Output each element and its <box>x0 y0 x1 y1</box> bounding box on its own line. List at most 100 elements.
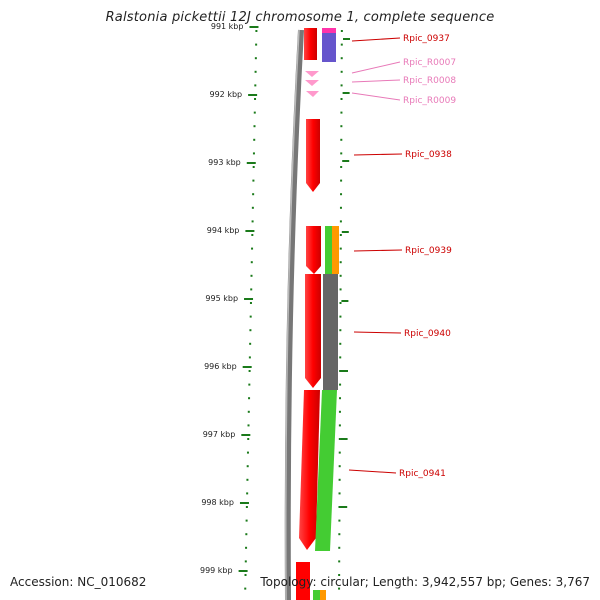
cog-bar-purple <box>322 33 336 62</box>
gene-label[interactable]: Rpic_0938 <box>405 150 452 160</box>
right-minor-tick <box>338 519 341 522</box>
ruler-minor-tick <box>253 111 256 114</box>
ruler-major-tick <box>239 502 249 504</box>
ruler-dots <box>244 30 258 590</box>
right-minor-tick <box>339 302 342 304</box>
ruler-major-tick <box>242 366 252 368</box>
ruler-ticks: 991 kbp 992 kbp 993 kbp 994 kbp 995 kbp 996 k… <box>200 22 259 575</box>
ruler-minor-tick <box>252 193 255 196</box>
gene-label[interactable]: Rpic_R0008 <box>403 76 456 86</box>
gene-label[interactable]: Rpic_R0009 <box>403 96 456 106</box>
cog-bar-magenta <box>322 28 336 34</box>
right-major-tick <box>341 370 348 372</box>
right-minor-tick <box>339 315 342 318</box>
ruler-minor-tick <box>249 315 252 318</box>
rna-feature-r0009[interactable] <box>306 91 319 97</box>
ruler-minor-tick <box>248 356 251 359</box>
ruler-minor-tick <box>248 383 251 386</box>
ruler-minor-tick <box>251 206 254 209</box>
gene-label[interactable]: Rpic_0941 <box>399 469 446 479</box>
ruler-minor-tick <box>250 288 253 291</box>
right-minor-tick <box>339 261 342 264</box>
ruler-minor-tick <box>248 370 251 372</box>
rna-feature-r0008[interactable] <box>305 80 319 86</box>
right-minor-tick <box>340 84 343 87</box>
gene-label[interactable]: Rpic_R0007 <box>403 58 456 68</box>
rna-feature-r0007[interactable] <box>305 71 319 77</box>
ruler-tick-label: 995 kbp <box>205 294 238 303</box>
gene-leader-line <box>351 92 401 101</box>
ruler-tick-label: 996 kbp <box>204 362 237 371</box>
gene-feature-rpic-0940[interactable] <box>305 274 321 388</box>
ruler-minor-tick <box>254 84 257 87</box>
ruler-minor-tick <box>249 329 252 332</box>
ruler-major-tick <box>244 298 254 300</box>
right-minor-tick <box>340 138 343 141</box>
ruler-minor-tick <box>250 274 253 277</box>
right-minor-tick <box>340 98 343 100</box>
right-minor-tick <box>338 506 341 508</box>
right-minor-tick <box>338 451 341 454</box>
right-major-tick <box>341 300 349 302</box>
ruler-tick-label: 997 kbp <box>203 430 236 439</box>
right-ticks <box>338 30 350 590</box>
ruler-minor-tick <box>252 152 255 155</box>
gene-label[interactable]: Rpic_0939 <box>405 246 452 256</box>
ruler-minor-tick <box>248 397 251 400</box>
right-minor-tick <box>340 30 343 32</box>
right-minor-tick <box>340 166 343 168</box>
right-minor-tick <box>339 274 342 277</box>
right-major-tick <box>342 160 350 162</box>
gene-feature-rpic-0938[interactable] <box>306 119 320 192</box>
right-minor-tick <box>340 70 343 73</box>
right-major-tick <box>340 438 348 440</box>
right-minor-tick <box>338 465 341 468</box>
ruler-minor-tick <box>255 30 258 32</box>
ruler-minor-tick <box>244 587 247 590</box>
map-title: Ralstonia pickettii 12J chromosome 1, co… <box>105 10 495 25</box>
topology-summary: Topology: circular; Length: 3,942,557 bp… <box>260 575 590 589</box>
ruler-tick-label: 998 kbp <box>201 498 234 507</box>
gene-label[interactable]: Rpic_0940 <box>404 329 451 339</box>
ruler-minor-tick <box>246 492 249 495</box>
gene-leader-line <box>351 37 401 42</box>
right-major-tick <box>342 92 350 94</box>
ruler-minor-tick <box>253 125 256 128</box>
right-minor-tick <box>338 587 341 590</box>
right-minor-tick <box>340 152 343 155</box>
ruler-minor-tick <box>247 438 250 440</box>
ruler-minor-tick <box>251 220 254 223</box>
right-minor-tick <box>339 247 342 250</box>
ruler-major-tick <box>246 162 256 164</box>
cog-bar-gray-0940 <box>323 274 338 390</box>
gene-leader-line <box>353 331 402 334</box>
ruler-tick-label: 991 kbp <box>211 22 244 31</box>
ruler-minor-tick <box>252 166 255 168</box>
gene-feature-rpic-0939[interactable] <box>306 226 321 274</box>
ruler-minor-tick <box>246 478 249 481</box>
ruler-minor-tick <box>252 179 255 182</box>
ruler-major-tick <box>249 26 259 28</box>
ruler-minor-tick <box>245 546 248 549</box>
gene-feature-rpic-0941[interactable] <box>299 390 320 550</box>
ruler-minor-tick <box>251 234 254 236</box>
gene-feature-rpic-0937[interactable] <box>304 28 317 60</box>
ruler-minor-tick <box>247 410 250 413</box>
ruler-major-tick <box>238 570 248 572</box>
ruler-minor-tick <box>254 70 257 73</box>
right-minor-tick <box>339 370 342 372</box>
right-minor-tick <box>339 383 342 386</box>
right-minor-tick <box>338 533 341 536</box>
gene-leader-line <box>353 153 403 156</box>
ruler-minor-tick <box>244 574 247 576</box>
gene-leader-line <box>353 249 403 252</box>
right-minor-tick <box>339 288 342 291</box>
ruler-minor-tick <box>251 247 254 250</box>
ruler-minor-tick <box>254 98 257 100</box>
ruler-tick-label: 992 kbp <box>210 90 243 99</box>
ruler-minor-tick <box>246 451 249 454</box>
right-minor-tick <box>338 574 341 576</box>
gene-label[interactable]: Rpic_0937 <box>403 34 450 44</box>
ruler-tick-label: 993 kbp <box>208 158 241 167</box>
